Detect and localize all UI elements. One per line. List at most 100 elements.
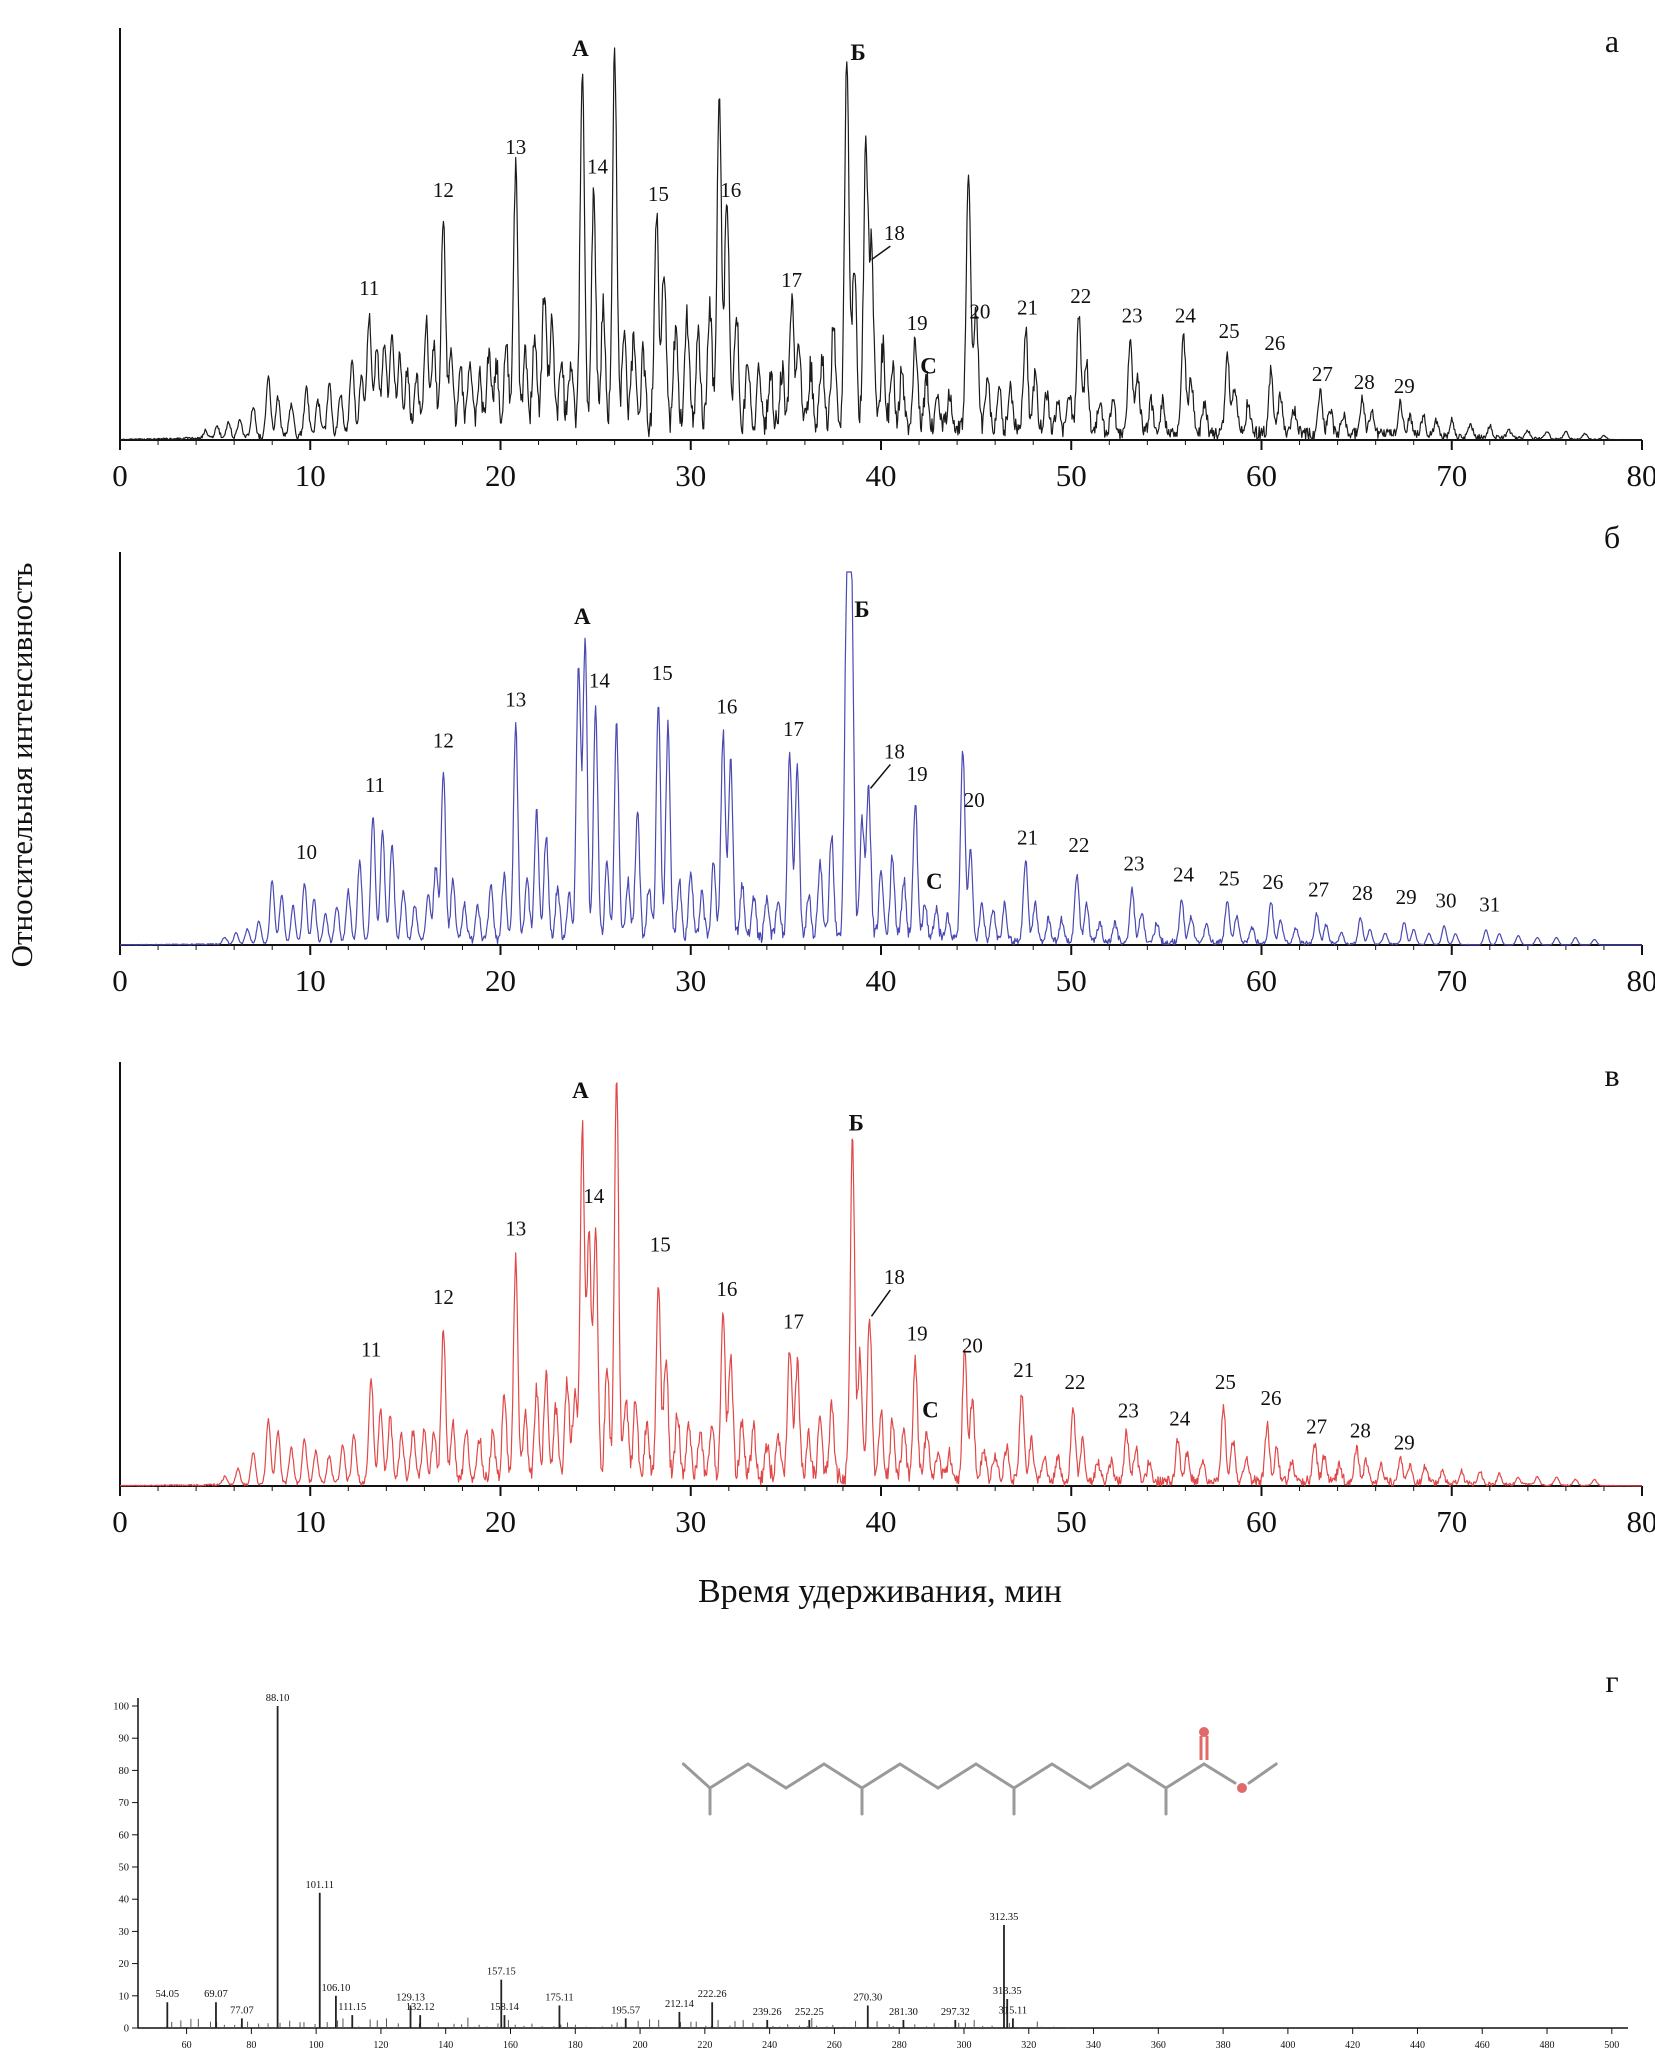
peak-label: 20 [964, 788, 985, 812]
x-tick-label: 320 [1021, 2040, 1036, 2051]
x-tick-label: 60 [1246, 963, 1277, 998]
peak-label: 19 [907, 1322, 928, 1346]
leader-line [870, 1289, 891, 1317]
x-tick-label: 160 [503, 2040, 518, 2051]
ms-peak-label: 54.05 [156, 1989, 180, 2000]
x-tick-label: 20 [485, 963, 516, 998]
x-tick-label: 400 [1280, 2040, 1295, 2051]
peak-label: 28 [1352, 881, 1373, 905]
x-tick-label: 40 [866, 963, 897, 998]
y-tick-label: 10 [119, 1991, 130, 2002]
x-axis-title: Время удерживания, мин [698, 1573, 1062, 1610]
x-tick-label: 100 [309, 2040, 324, 2051]
peak-label: 27 [1312, 362, 1333, 386]
x-tick-label: 0 [112, 1504, 128, 1539]
peak-label: 12 [433, 728, 454, 752]
y-tick-label: 0 [124, 2024, 129, 2035]
leader-line [871, 245, 891, 261]
y-tick-label: 20 [119, 1959, 130, 1970]
peak-label: 23 [1124, 851, 1145, 875]
peak-label: 22 [1068, 833, 1089, 857]
peak-label: А [572, 36, 589, 61]
trace-v [119, 1082, 1643, 1487]
peak-label: 17 [783, 1309, 804, 1333]
x-tick-label: 0 [112, 963, 128, 998]
x-tick-label: 480 [1540, 2040, 1555, 2051]
x-tick-label: 50 [1056, 1504, 1087, 1539]
peak-label: 14 [583, 1184, 605, 1208]
x-tick-label: 420 [1345, 2040, 1360, 2051]
x-tick-label: 50 [1056, 963, 1087, 998]
y-tick-label: 80 [119, 1766, 130, 1777]
peak-label: 18 [884, 221, 905, 245]
peak-label: 21 [1017, 296, 1038, 320]
peak-label: 13 [505, 135, 526, 159]
y-tick-label: 50 [119, 1863, 130, 1874]
ms-peak-label: 129.13 [396, 1992, 425, 2003]
peak-label: 11 [361, 1338, 381, 1362]
peak-label: 11 [365, 773, 385, 797]
x-tick-label: 300 [956, 2040, 971, 2051]
ms-peak-label: 252.25 [795, 2007, 824, 2018]
x-tick-label: 440 [1410, 2040, 1425, 2051]
ms-peak-label: 222.26 [698, 1989, 727, 2000]
peak-label: С [926, 869, 943, 894]
ms-peak-label: 106.10 [321, 1983, 350, 1994]
peak-label: 23 [1118, 1398, 1139, 1422]
leader-line [869, 764, 891, 789]
peak-label: А [574, 604, 591, 629]
x-tick-label: 280 [892, 2040, 907, 2051]
ms-peak-label: 69.07 [204, 1989, 228, 2000]
peak-label: 31 [1479, 892, 1500, 916]
ms-peak-label: 132.12 [406, 2002, 435, 2013]
x-tick-label: 340 [1086, 2040, 1101, 2051]
x-tick-label: 200 [633, 2040, 648, 2051]
peak-label: 15 [652, 661, 673, 685]
peak-label: 16 [720, 178, 741, 202]
ms-peak-label: 315.11 [999, 2005, 1028, 2016]
panel-letter-g: г [1605, 1663, 1618, 1699]
peak-label: 28 [1354, 370, 1375, 394]
peak-label: 24 [1169, 1406, 1191, 1430]
oxygen-atoms [1199, 1727, 1247, 1793]
panel-letter-a: а [1605, 23, 1619, 59]
chromatogram-v: 0 10 20 30 40 50 60 70 80 11 12 13 А 14 15 16 17 Б 18 19 С 20… [112, 1057, 1655, 1539]
x-tick-label: 500 [1604, 2040, 1619, 2051]
x-tick-label: 60 [1246, 458, 1277, 493]
peak-label: 23 [1122, 303, 1143, 327]
peak-label: 29 [1394, 1431, 1415, 1455]
peak-label: 27 [1306, 1414, 1327, 1438]
x-tick-label: 460 [1475, 2040, 1490, 2051]
x-tick-label: 180 [568, 2040, 583, 2051]
x-tick-label: 70 [1436, 963, 1467, 998]
x-tick-label: 30 [675, 458, 706, 493]
x-tick-label: 20 [485, 1504, 516, 1539]
x-tick-label: 220 [697, 2040, 712, 2051]
panel-letter-v: в [1604, 1057, 1619, 1093]
x-tick-label: 380 [1216, 2040, 1231, 2051]
x-tick-label: 80 [246, 2040, 256, 2051]
x-tick-label: 140 [438, 2040, 453, 2051]
peak-label: 13 [505, 1217, 526, 1241]
y-tick-label: 30 [119, 1927, 130, 1938]
molecule-structure [681, 1762, 1278, 1816]
x-tick-label: 60 [182, 2040, 192, 2051]
peak-label: 16 [716, 695, 737, 719]
ms-peak-label: 312.35 [990, 1912, 1019, 1923]
x-tick-label: 30 [675, 1504, 706, 1539]
peak-label: 30 [1436, 889, 1457, 913]
peak-label: 13 [505, 687, 526, 711]
ms-peak-label: 175.11 [545, 1992, 574, 2003]
x-tick-label: 0 [112, 458, 128, 493]
x-tick-label: 80 [1627, 1504, 1655, 1539]
peak-label: 25 [1219, 866, 1240, 890]
peak-label: 29 [1396, 885, 1417, 909]
x-tick-label: 240 [762, 2040, 777, 2051]
x-tick-label: 40 [866, 458, 897, 493]
trace-a [119, 47, 1642, 441]
ms-peak-label: 281.30 [889, 2007, 918, 2018]
y-tick-label: 40 [119, 1895, 130, 1906]
ms-peak-label: 313.35 [993, 1986, 1022, 1997]
ms-peak-label: 101.11 [305, 1880, 334, 1891]
